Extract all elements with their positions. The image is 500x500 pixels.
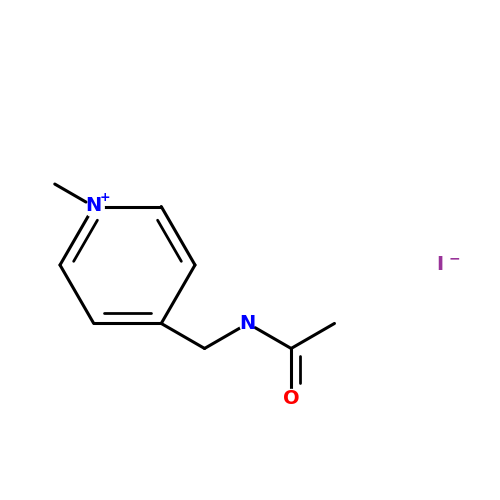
Text: +: + [100,191,110,204]
Text: I: I [436,256,444,274]
Text: −: − [448,251,460,265]
Text: N: N [240,314,256,333]
Text: O: O [283,389,300,408]
Text: N: N [86,196,102,215]
